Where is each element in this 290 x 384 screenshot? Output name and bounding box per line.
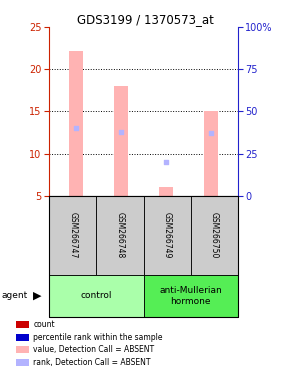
Bar	[204, 111, 218, 196]
Point	[209, 130, 213, 136]
Bar	[159, 187, 173, 196]
Text: agent: agent	[1, 291, 28, 300]
Text: GSM266750: GSM266750	[210, 212, 219, 258]
Text: GDS3199 / 1370573_at: GDS3199 / 1370573_at	[77, 13, 213, 26]
Point	[164, 159, 168, 165]
Bar	[114, 86, 128, 196]
Text: ▶: ▶	[33, 291, 42, 301]
Text: GSM266748: GSM266748	[115, 212, 124, 258]
Text: percentile rank within the sample: percentile rank within the sample	[33, 333, 163, 342]
Text: GSM266747: GSM266747	[68, 212, 77, 258]
Bar	[70, 51, 83, 196]
Text: GSM266749: GSM266749	[163, 212, 172, 258]
Point	[74, 125, 79, 131]
Point	[119, 129, 124, 135]
Text: value, Detection Call = ABSENT: value, Detection Call = ABSENT	[33, 345, 155, 354]
Text: control: control	[81, 291, 112, 300]
Text: anti-Mullerian
hormone: anti-Mullerian hormone	[159, 286, 222, 306]
Text: rank, Detection Call = ABSENT: rank, Detection Call = ABSENT	[33, 358, 151, 367]
Text: count: count	[33, 320, 55, 329]
